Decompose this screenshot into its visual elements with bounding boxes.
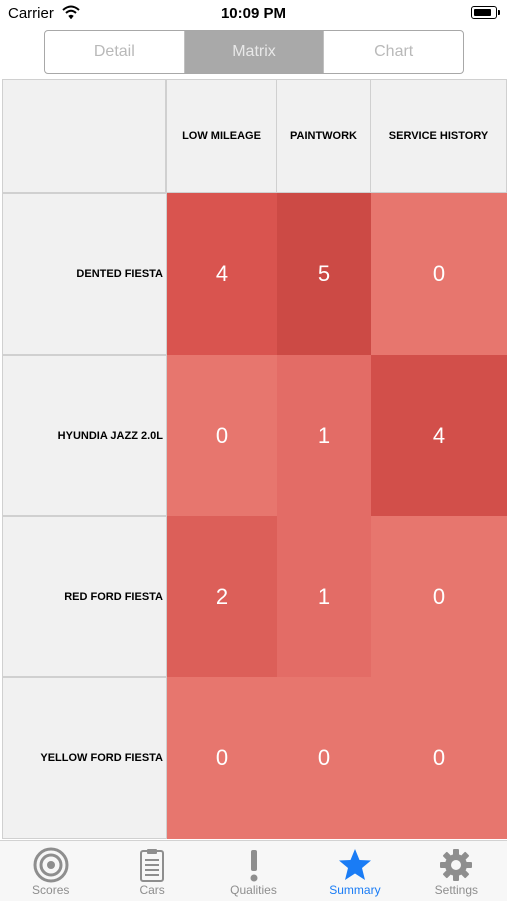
matrix-cell[interactable]: 0 [277, 677, 371, 839]
tab-label: Qualities [230, 883, 277, 897]
wifi-icon [62, 5, 80, 24]
segment-detail[interactable]: Detail [45, 31, 185, 73]
matrix-cell[interactable]: 0 [167, 677, 277, 839]
exclamation-icon [236, 847, 272, 883]
carrier-label: Carrier [8, 5, 54, 22]
column-header-paintwork: PAINTWORK [276, 79, 371, 193]
tab-label: Summary [329, 883, 381, 897]
row-header-yellow-ford-fiesta: YELLOW FORD FIESTA [2, 677, 167, 839]
matrix-cell[interactable]: 5 [277, 193, 371, 355]
tab-label: Settings [434, 883, 478, 897]
tab-bar: Scores Cars Qualities [0, 840, 507, 901]
score-matrix: LOW MILEAGE PAINTWORK SERVICE HISTORY DE… [0, 79, 507, 839]
matrix-cell[interactable]: 0 [167, 355, 277, 516]
tab-scores[interactable]: Scores [0, 841, 101, 901]
tab-summary[interactable]: Summary [304, 841, 405, 901]
tab-label: Scores [32, 883, 70, 897]
tab-cars[interactable]: Cars [101, 841, 202, 901]
segment-matrix[interactable]: Matrix [184, 31, 325, 73]
row-header-red-ford-fiesta: RED FORD FIESTA [2, 516, 167, 677]
column-header-service-history: SERVICE HISTORY [370, 79, 507, 193]
matrix-cell[interactable]: 4 [167, 193, 277, 355]
column-header-low-mileage: LOW MILEAGE [166, 79, 277, 193]
matrix-cell[interactable]: 1 [277, 355, 371, 516]
segment-chart[interactable]: Chart [374, 43, 414, 60]
matrix-corner [2, 79, 166, 193]
star-icon [337, 847, 373, 883]
matrix-cell[interactable]: 2 [167, 516, 277, 677]
tab-settings[interactable]: Settings [406, 841, 507, 901]
tab-qualities[interactable]: Qualities [203, 841, 304, 901]
matrix-cell[interactable]: 4 [371, 355, 507, 516]
row-header-hyundia-jazz: HYUNDIA JAZZ 2.0L [2, 355, 167, 516]
battery-icon [471, 6, 500, 19]
row-header-dented-fiesta: DENTED FIESTA [2, 193, 167, 355]
matrix-cell[interactable]: 0 [371, 677, 507, 839]
clipboard-icon [134, 847, 170, 883]
status-bar: Carrier 10:09 PM [0, 0, 507, 30]
matrix-cell[interactable]: 1 [277, 516, 371, 677]
target-icon [33, 847, 69, 883]
matrix-cell[interactable]: 0 [371, 193, 507, 355]
status-time: 10:09 PM [220, 5, 287, 22]
gear-icon [438, 847, 474, 883]
tab-label: Cars [139, 883, 165, 897]
view-segmented-control: Detail Matrix Chart [44, 30, 464, 74]
matrix-cell[interactable]: 0 [371, 516, 507, 677]
